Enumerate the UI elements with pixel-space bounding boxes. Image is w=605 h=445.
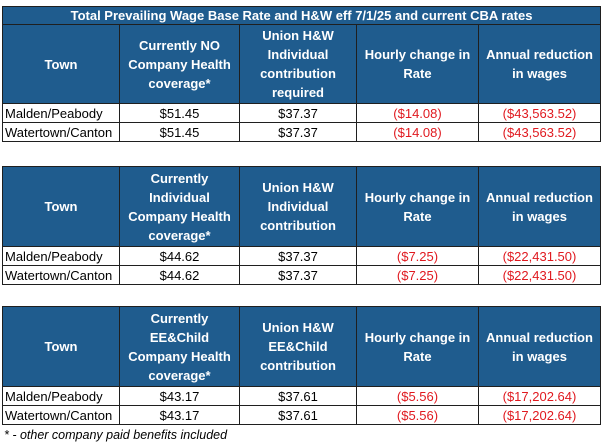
town-cell: Watertown/Canton <box>2 122 120 142</box>
header-hourly-change: Hourly change in Rate <box>356 24 479 104</box>
table-row: Watertown/Canton $51.45 $37.37 ($14.08) … <box>2 122 602 142</box>
town-cell: Malden/Peabody <box>2 386 120 406</box>
header-union-contribution: Union H&W EE&Child contribution <box>239 306 357 387</box>
annual-reduction-cell: ($43,563.52) <box>477 122 602 142</box>
hourly-change-cell: ($7.25) <box>356 265 479 285</box>
wage-table-ee-child-coverage: Town Currently EE&Child Company Health c… <box>2 306 601 425</box>
wage-table-individual-coverage: Town Currently Individual Company Health… <box>2 166 601 285</box>
town-cell: Malden/Peabody <box>2 246 120 266</box>
current-rate-cell: $44.62 <box>119 265 240 285</box>
annual-reduction-cell: ($17,202.64) <box>478 386 601 406</box>
hourly-change-cell: ($14.08) <box>356 103 479 123</box>
table-title-row: Total Prevailing Wage Base Rate and H&W … <box>1 6 602 25</box>
table-row: Watertown/Canton $44.62 $37.37 ($7.25) (… <box>2 265 601 285</box>
header-union-contribution: Union H&W Individual contribution <box>239 166 357 247</box>
hourly-change-cell: ($5.56) <box>356 386 479 406</box>
header-row: Town Currently EE&Child Company Health c… <box>2 306 601 387</box>
annual-reduction-cell: ($43,563.52) <box>477 103 602 123</box>
current-rate-cell: $43.17 <box>119 386 240 406</box>
header-current-coverage: Currently NO Company Health coverage* <box>119 24 240 104</box>
header-hourly-change: Hourly change in Rate <box>356 306 479 387</box>
town-cell: Watertown/Canton <box>2 265 120 285</box>
footnote: * - other company paid benefits included <box>4 428 228 442</box>
header-current-coverage: Currently EE&Child Company Health covera… <box>119 306 240 387</box>
header-hourly-change: Hourly change in Rate <box>356 166 479 247</box>
header-town: Town <box>2 24 120 104</box>
hourly-change-cell: ($7.25) <box>356 246 479 266</box>
header-union-contribution: Union H&W Individual contribution requir… <box>239 24 357 104</box>
union-rate-cell: $37.37 <box>239 246 357 266</box>
union-rate-cell: $37.37 <box>239 265 357 285</box>
header-row: Town Currently Individual Company Health… <box>2 166 601 247</box>
table-row: Malden/Peabody $51.45 $37.37 ($14.08) ($… <box>2 103 602 123</box>
annual-reduction-cell: ($17,202.64) <box>478 405 601 425</box>
table-row: Malden/Peabody $43.17 $37.61 ($5.56) ($1… <box>2 386 601 406</box>
wage-table-no-coverage: Total Prevailing Wage Base Rate and H&W … <box>1 6 602 142</box>
header-town: Town <box>2 166 120 247</box>
annual-reduction-cell: ($22,431.50) <box>478 265 601 285</box>
annual-reduction-cell: ($22,431.50) <box>478 246 601 266</box>
table-row: Watertown/Canton $43.17 $37.61 ($5.56) (… <box>2 405 601 425</box>
hourly-change-cell: ($5.56) <box>356 405 479 425</box>
table-row: Malden/Peabody $44.62 $37.37 ($7.25) ($2… <box>2 246 601 266</box>
header-annual-reduction: Annual reduction in wages <box>478 166 601 247</box>
union-rate-cell: $37.37 <box>239 103 357 123</box>
hourly-change-cell: ($14.08) <box>356 122 479 142</box>
town-cell: Malden/Peabody <box>2 103 120 123</box>
header-row: Town Currently NO Company Health coverag… <box>2 24 602 104</box>
header-current-coverage: Currently Individual Company Health cove… <box>119 166 240 247</box>
table-title: Total Prevailing Wage Base Rate and H&W … <box>1 6 602 25</box>
union-rate-cell: $37.61 <box>239 386 357 406</box>
current-rate-cell: $51.45 <box>119 122 240 142</box>
union-rate-cell: $37.61 <box>239 405 357 425</box>
current-rate-cell: $43.17 <box>119 405 240 425</box>
header-town: Town <box>2 306 120 387</box>
header-annual-reduction: Annual reduction in wages <box>477 24 602 104</box>
union-rate-cell: $37.37 <box>239 122 357 142</box>
town-cell: Watertown/Canton <box>2 405 120 425</box>
current-rate-cell: $51.45 <box>119 103 240 123</box>
current-rate-cell: $44.62 <box>119 246 240 266</box>
header-annual-reduction: Annual reduction in wages <box>478 306 601 387</box>
